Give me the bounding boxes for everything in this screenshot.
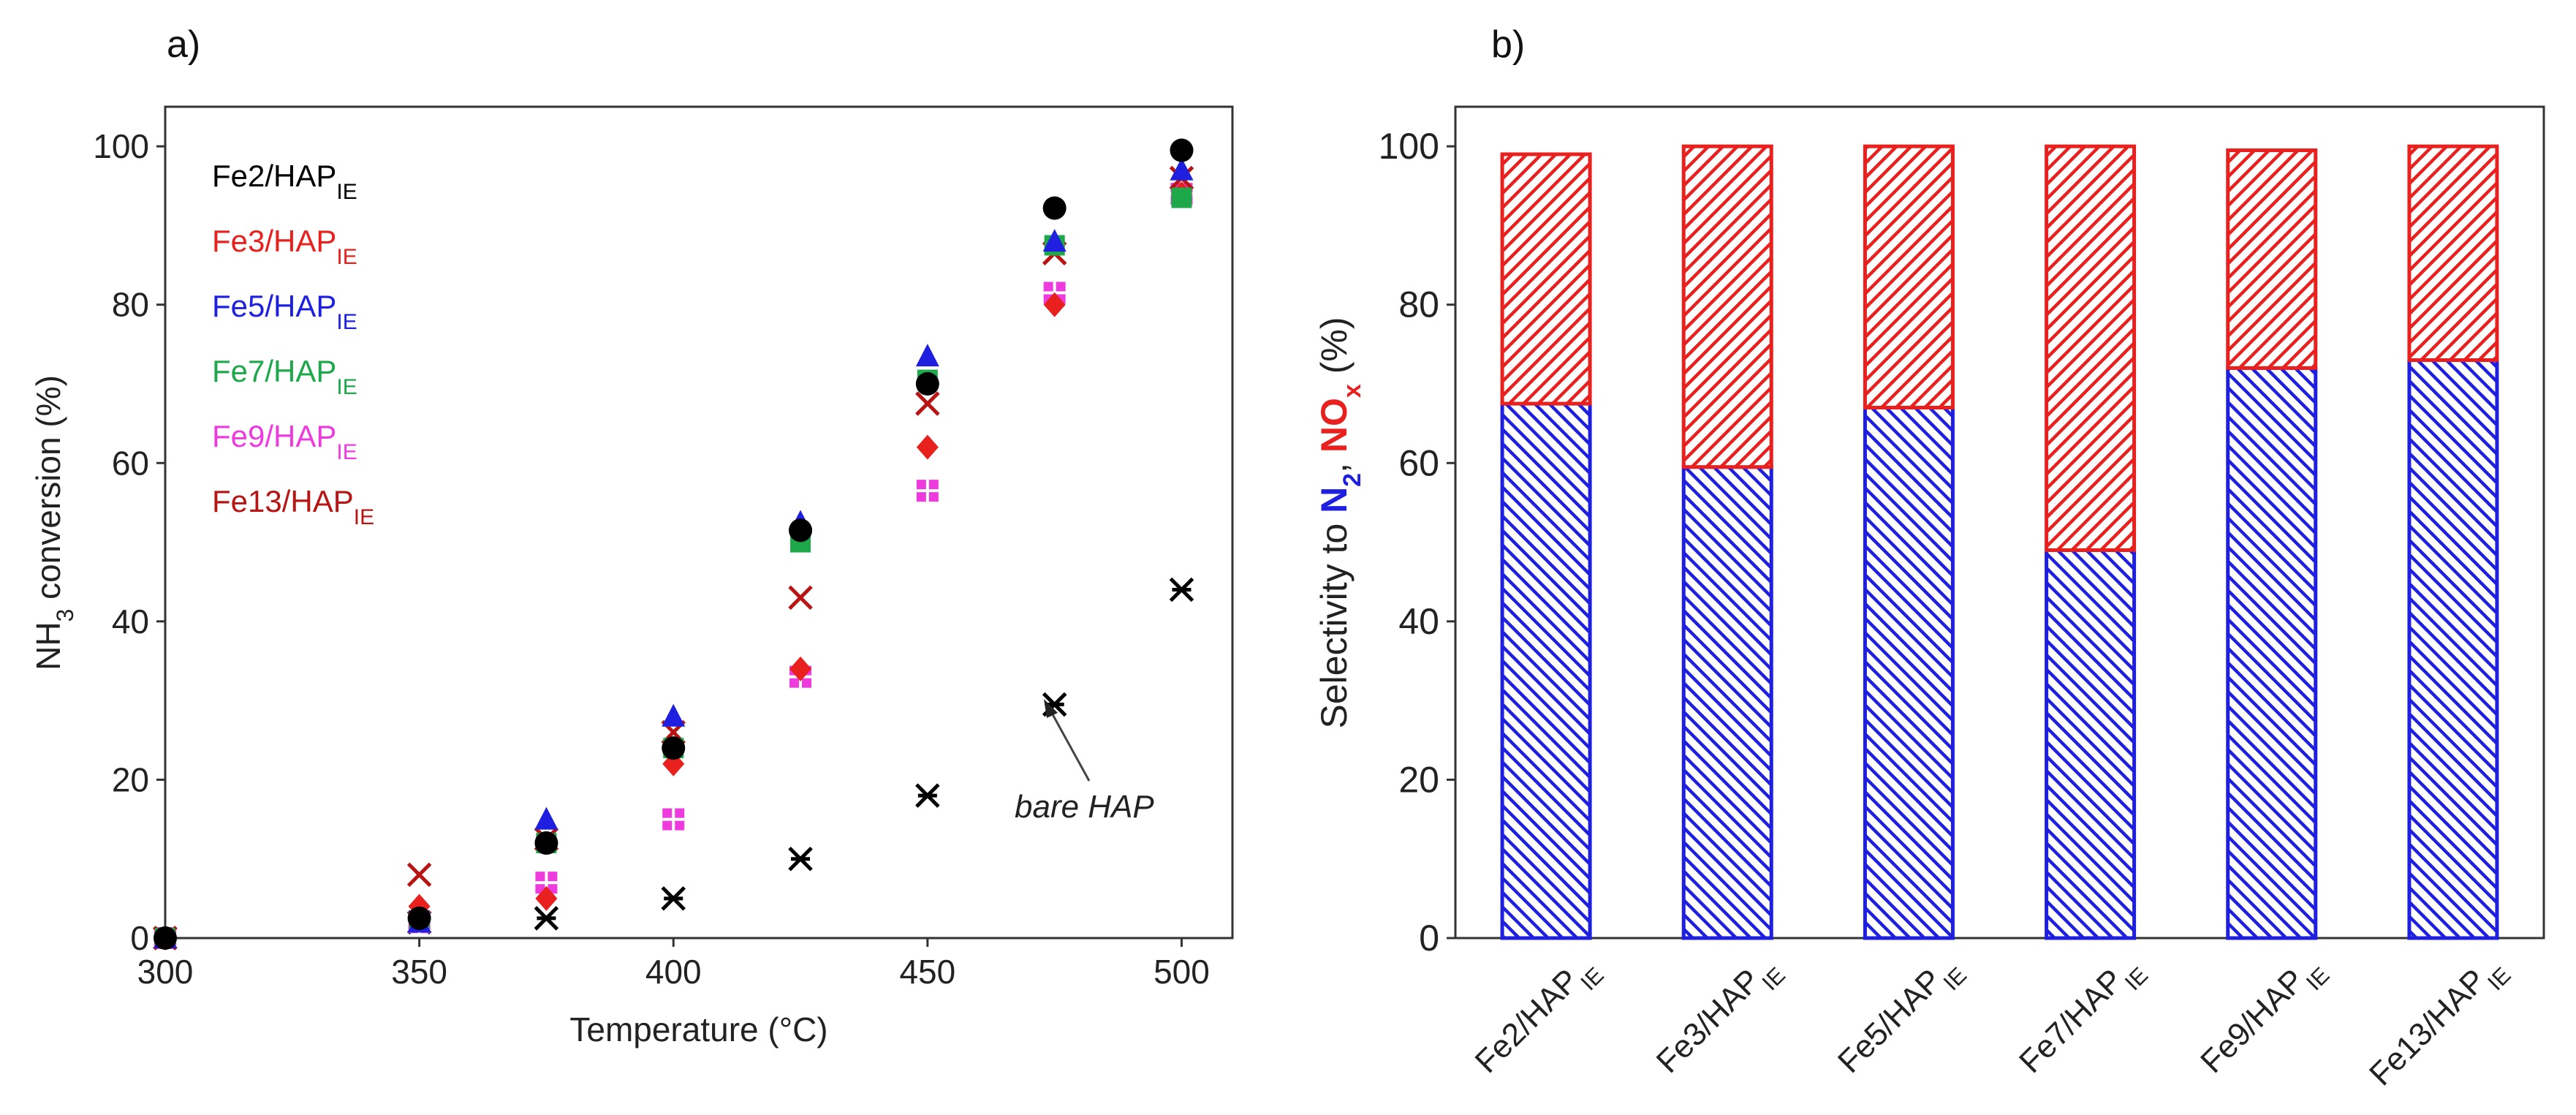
data-point [1171,187,1192,208]
x-tick-label: 350 [391,953,447,991]
bar-n2-fe5-hap [1863,405,1955,940]
y-tick-label: 100 [1379,126,1439,167]
bar-nox-fe3-hap [1681,144,1773,469]
data-point [788,585,813,611]
bar-nox-fe5-hap [1863,144,1955,409]
y-tick-label: 0 [130,919,149,957]
bare-hap-label: bare HAP [1015,789,1154,825]
panel-b-plot-area [1454,105,2545,940]
legend-entry: Fe13/HAPIE [212,484,374,529]
data-point [154,926,177,950]
data-point [534,831,558,855]
panel-a-plot-area [164,105,1234,940]
bar-nox-fe13-hap [2407,144,2499,363]
panel-a-y-label: NH3 conversion (%) [29,375,78,670]
data-point [789,518,813,543]
bar-nox-fe2-hap [1500,152,1592,406]
legend-entry: Fe3/HAPIE [212,224,357,269]
x-tick-label: 400 [645,953,702,991]
y-tick-label: 60 [1398,442,1439,483]
data-point [534,806,558,830]
panel-b-x-axis: Fe2/HAPIE Fe3/HAPIE Fe5/HAPIE Fe7/HAPIE Fe9/… [1469,947,2516,1100]
panel-b-y-label: Selectivity to N2, NOx (%) [1314,317,1366,729]
data-point [661,886,686,911]
y-tick-label: 60 [112,444,149,482]
series-fe2-hap [154,138,1194,950]
y-tick-label: 20 [112,760,149,798]
data-point [915,344,939,367]
x-tick-label: Fe13/HAPIE [2363,947,2515,1100]
x-tick-label: Fe9/HAPIE [2194,947,2334,1087]
x-tick-label: Fe5/HAPIE [1831,947,1971,1087]
panel-a: a) 0 20 40 60 80 100 300 350 400 450 500 Temperat… [29,23,1234,1048]
data-point [915,783,940,808]
data-point [662,736,686,760]
x-tick-label: Fe3/HAPIE [1650,947,1790,1087]
y-tick-label: 80 [1398,284,1439,325]
data-point [916,434,939,460]
data-point [916,480,939,502]
legend-entry: Fe9/HAPIE [212,419,357,464]
panel-a-y-axis: 0 20 40 60 80 100 [93,127,165,957]
panel-b-y-axis: 0 20 40 60 80 100 [1379,126,1455,959]
y-tick-label: 0 [1419,918,1439,959]
panel-a-legend: Fe2/HAPIE Fe3/HAPIE Fe5/HAPIE Fe7/HAPIE Fe9/… [212,159,374,529]
data-point [915,372,939,396]
bare-hap-arrowhead [1044,699,1058,718]
data-point [789,656,812,681]
y-tick-label: 100 [93,127,149,165]
data-point [1042,229,1067,252]
data-point [915,391,940,416]
y-tick-label: 40 [1398,601,1439,642]
data-point [535,885,558,911]
data-point [1169,577,1194,602]
bar-n2-fe3-hap [1681,465,1773,940]
x-tick-label: 450 [899,953,955,991]
data-point [407,906,431,930]
bar-n2-fe9-hap [2226,366,2318,940]
panel-a-label: a) [167,23,200,66]
x-tick-label: 300 [137,953,194,991]
legend-entry: Fe5/HAPIE [212,289,357,334]
data-point [1170,138,1194,162]
bar-n2-fe13-hap [2407,358,2499,940]
panel-b-label: b) [1491,23,1525,66]
panel-a-x-axis: 300 350 400 450 500 [137,938,1210,991]
y-tick-label: 40 [112,602,149,640]
data-point [1043,292,1066,317]
series-fe13-hap [153,165,1194,950]
panel-a-x-label: Temperature (°C) [569,1010,827,1048]
bare-hap-arrow [1048,707,1091,782]
data-point [1170,157,1194,181]
y-tick-label: 20 [1398,759,1439,800]
legend-entry: Fe2/HAPIE [212,159,357,204]
bare-hap-annotation: bare HAP [1015,699,1154,825]
data-point [406,862,432,888]
data-point [534,906,559,931]
x-tick-label: Fe2/HAPIE [1469,947,1609,1087]
x-tick-label: Fe7/HAPIE [2012,947,2153,1087]
panel-b-bars [1500,144,2499,940]
bar-n2-fe2-hap [1500,401,1592,940]
data-point [662,808,685,831]
legend-entry: Fe7/HAPIE [212,354,357,399]
y-tick-label: 80 [112,286,149,324]
bar-nox-fe9-hap [2226,148,2318,370]
panel-a-points [153,138,1194,950]
panel-b: b) 0 20 40 60 80 100 Fe2/HAPIE Fe3/HAPIE Fe5/HA… [1314,23,2545,1100]
x-tick-label: 500 [1153,953,1210,991]
data-point [1042,196,1067,220]
bar-n2-fe7-hap [2045,548,2137,940]
data-point [662,703,686,727]
bar-nox-fe7-hap [2045,144,2137,552]
data-point [788,846,813,872]
